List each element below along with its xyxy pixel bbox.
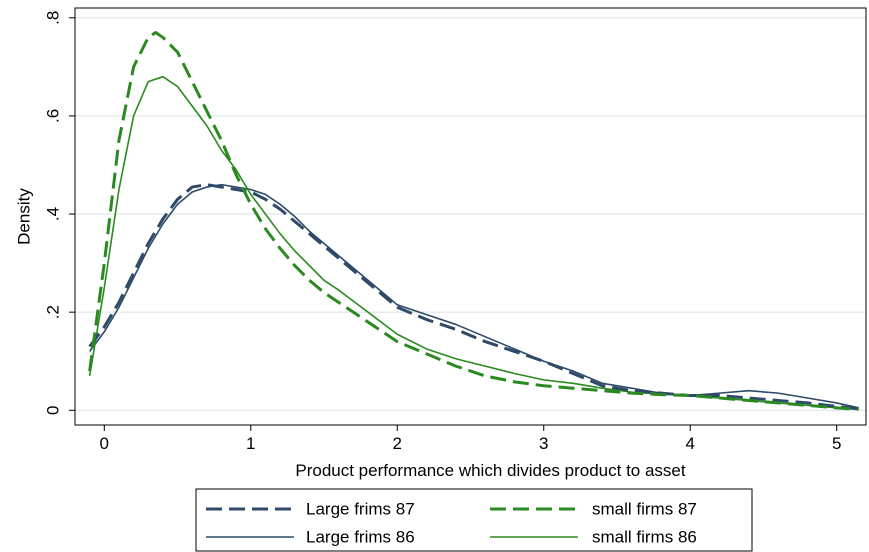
legend-label-2: Large frims 86 bbox=[306, 528, 415, 547]
y-tick-label-1: .2 bbox=[44, 305, 63, 319]
plot-region bbox=[74, 7, 867, 426]
y-tick-label-0: 0 bbox=[44, 406, 63, 415]
series-lines bbox=[88, 31, 859, 411]
legend: Large frims 87 small firms 87 Large frims … bbox=[195, 488, 753, 552]
gridlines bbox=[75, 17, 866, 411]
x-axis-title: Product performance which divides produc… bbox=[295, 461, 686, 480]
x-tick-label-3: 3 bbox=[539, 434, 548, 453]
series-line-1 bbox=[88, 31, 859, 411]
y-tick-label-2: .4 bbox=[44, 207, 63, 221]
axes: 0 1 2 3 4 5 0 .2 .4 .6 .8 bbox=[44, 11, 842, 453]
legend-label-0: Large frims 87 bbox=[306, 500, 415, 519]
x-tick-label-0: 0 bbox=[100, 434, 109, 453]
y-tick-label-4: .8 bbox=[44, 11, 63, 25]
y-axis-title: Density bbox=[15, 188, 34, 245]
x-tick-label-2: 2 bbox=[393, 434, 402, 453]
x-tick-label-5: 5 bbox=[832, 434, 841, 453]
legend-label-3: small firms 86 bbox=[592, 528, 697, 547]
legend-box bbox=[195, 488, 753, 552]
legend-label-1: small firms 87 bbox=[592, 500, 697, 519]
y-tick-label-3: .6 bbox=[44, 109, 63, 123]
x-tick-label-4: 4 bbox=[685, 434, 694, 453]
x-tick-label-1: 1 bbox=[246, 434, 255, 453]
